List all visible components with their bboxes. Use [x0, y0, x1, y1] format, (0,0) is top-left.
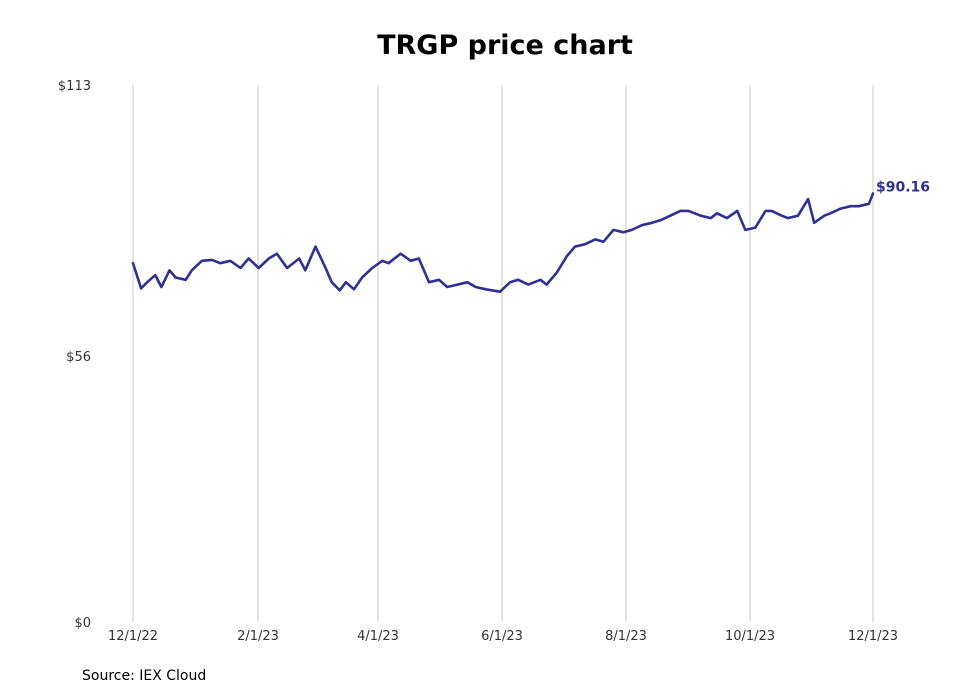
y-tick-label-0: $0 — [74, 616, 91, 631]
x-axis-ticks: 12/1/22 2/1/23 4/1/23 6/1/23 8/1/23 10/1/23 12… — [108, 629, 898, 644]
x-tick-label-2: 4/1/23 — [357, 629, 399, 644]
grid-lines — [132, 85, 874, 622]
price-series-line — [131, 192, 875, 294]
y-tick-label-1: $56 — [66, 350, 91, 365]
x-tick-label-0: 12/1/22 — [108, 629, 158, 644]
y-tick-label-2: $113 — [58, 79, 91, 94]
last-value-label: $90.16 — [876, 180, 930, 196]
last-value-group: $90.16 — [876, 180, 930, 196]
x-tick-label-1: 2/1/23 — [237, 629, 279, 644]
x-tick-label-3: 6/1/23 — [481, 629, 523, 644]
y-axis-ticks: $0 $56 $113 — [58, 79, 91, 631]
x-tick-label-5: 10/1/23 — [725, 629, 775, 644]
series-group — [131, 192, 875, 294]
chart-source: Source: IEX Cloud — [82, 668, 207, 684]
x-tick-label-4: 8/1/23 — [605, 629, 647, 644]
chart-title: TRGP price chart — [377, 30, 633, 61]
x-tick-label-6: 12/1/23 — [848, 629, 898, 644]
